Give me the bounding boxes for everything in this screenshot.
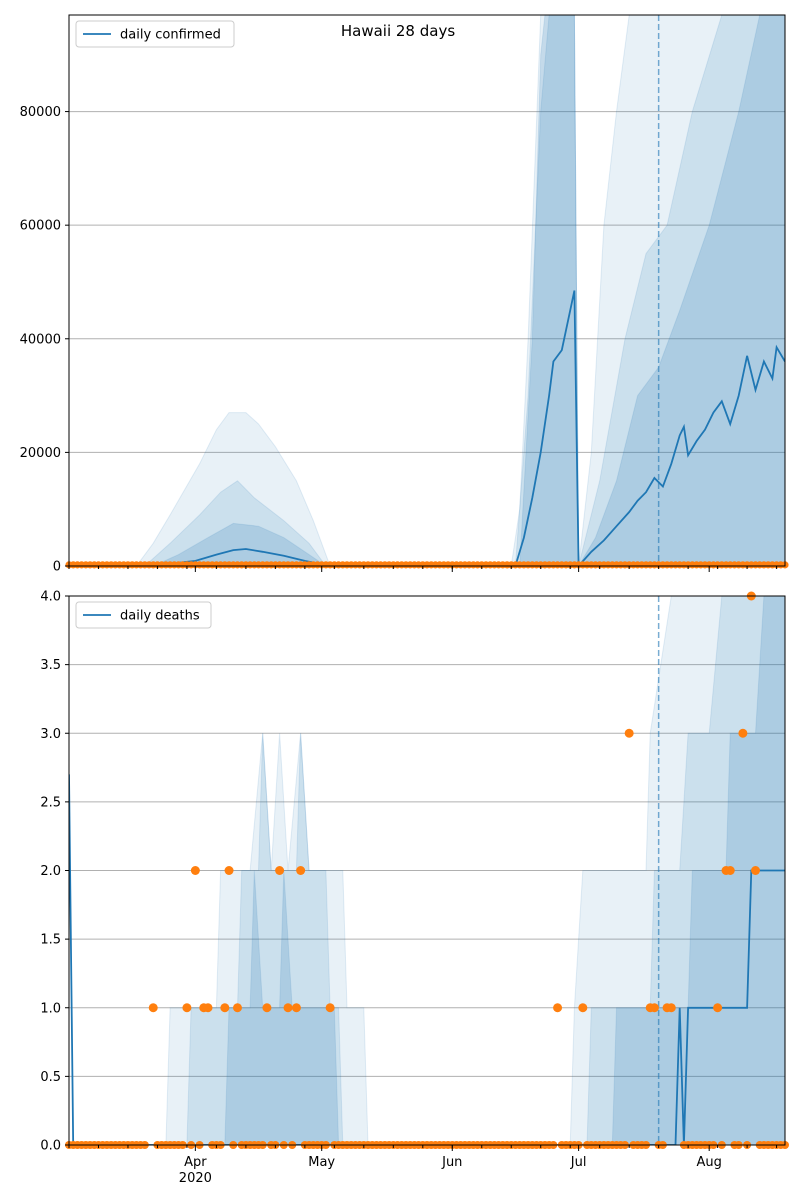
observed-point	[232, 1003, 242, 1013]
axes-frame	[68, 14, 786, 567]
uncertainty-band-1	[165, 596, 785, 1145]
observed-point	[283, 1003, 293, 1013]
x-tick-sublabel: 2020	[179, 1171, 212, 1186]
legend-box	[75, 601, 212, 629]
x-tick-label: May	[308, 1155, 335, 1170]
y-tick-label: 0.5	[40, 1070, 61, 1085]
observed-point	[725, 866, 735, 875]
panel-confirmed: 0 20000 40000 60000 80000 daily confirmed	[20, 14, 789, 575]
observed-point	[666, 1003, 676, 1013]
x-tick-label: Jun	[441, 1155, 462, 1170]
observed-point	[203, 1003, 213, 1013]
x-tick-label: Jul	[570, 1155, 587, 1170]
observed-point	[553, 1003, 563, 1013]
chart-title: Hawaii 28 days	[341, 22, 455, 40]
observed-point	[220, 1003, 230, 1013]
observed-point	[296, 866, 306, 875]
observed-point	[275, 866, 285, 875]
x-tick-label: Aug	[696, 1155, 721, 1170]
y-tick-label: 2.0	[40, 864, 61, 879]
y-tick-label: 3.5	[40, 658, 61, 673]
x-tick-label: Apr	[184, 1155, 207, 1170]
plot-area	[69, 596, 785, 1145]
observed-point	[182, 1003, 192, 1013]
y-tick-label: 80000	[20, 105, 61, 120]
observed-points	[65, 561, 789, 569]
observed-point	[649, 1003, 659, 1013]
legend-label: daily confirmed	[120, 28, 221, 43]
y-tick-label: 1.5	[40, 933, 61, 948]
y-tick-label: 0	[53, 560, 61, 575]
observed-point	[738, 728, 748, 738]
uncertainty-band-3	[224, 596, 785, 1145]
y-tick-label: 1.0	[40, 1001, 61, 1016]
observed-point	[262, 1003, 272, 1013]
y-tick-label: 40000	[20, 332, 61, 347]
observed-point	[224, 866, 234, 875]
legend: daily deaths	[75, 601, 212, 629]
legend-label: daily deaths	[120, 609, 200, 624]
uncertainty-band-1	[135, 15, 785, 566]
y-tick-label: 20000	[20, 446, 61, 461]
plot-area	[69, 15, 785, 566]
uncertainty-band-2	[144, 15, 785, 566]
y-tick-label: 4.0	[40, 590, 61, 605]
y-tick-label: 0.0	[40, 1139, 61, 1154]
observed-point	[624, 728, 634, 738]
observed-point	[578, 1003, 588, 1013]
y-tick-label: 60000	[20, 219, 61, 234]
observed-point	[291, 1003, 301, 1013]
observed-point	[325, 1003, 335, 1013]
observed-point	[190, 866, 200, 875]
legend: daily confirmed	[75, 20, 235, 48]
observed-point	[713, 1003, 723, 1013]
y-tick-label: 3.0	[40, 727, 61, 742]
series-line	[69, 774, 785, 1145]
uncertainty-band-2	[186, 596, 785, 1145]
observed-point	[751, 866, 761, 875]
observed-point	[148, 1003, 158, 1013]
uncertainty-band-3	[152, 15, 785, 566]
legend-box	[75, 20, 235, 48]
series-line	[69, 290, 785, 566]
y-tick-label: 2.5	[40, 795, 61, 810]
